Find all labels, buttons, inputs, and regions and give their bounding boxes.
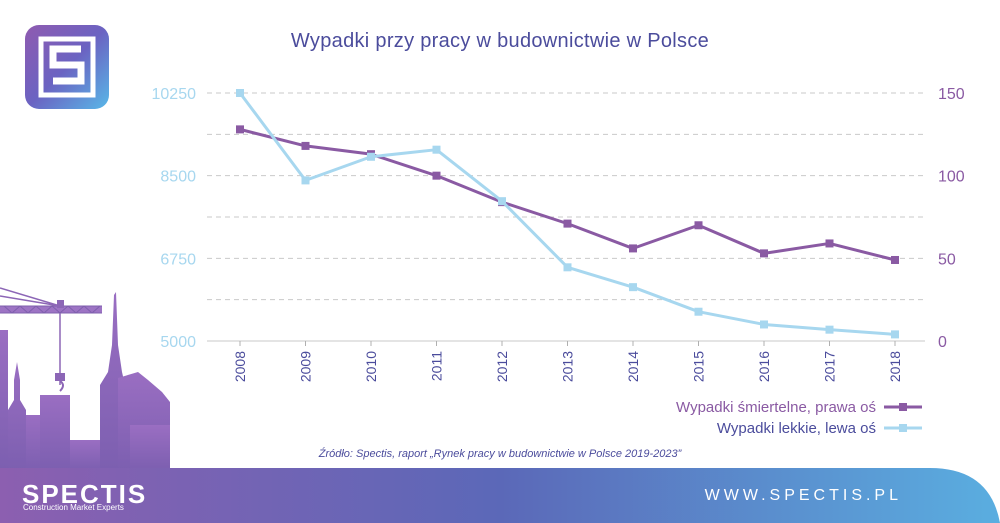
x-tick-label: 2014 xyxy=(625,351,641,382)
data-point-series-1 xyxy=(891,330,899,339)
data-point-series-0 xyxy=(891,255,899,264)
x-tick-label: 2011 xyxy=(429,351,445,381)
x-axis: 2008 2009 2010 2011 2012 2013 2014 2015 2016 2017… xyxy=(232,341,903,382)
x-tick-label: 2015 xyxy=(691,351,707,382)
data-point-series-1 xyxy=(629,283,637,292)
series-line-1 xyxy=(238,92,896,336)
chart-title: Wypadki przy pracy w budownictwie w Pols… xyxy=(290,30,710,52)
city-skyline-illustration xyxy=(0,287,170,470)
x-tick-label: 2012 xyxy=(494,351,510,382)
website-link[interactable]: WWW.SPECTIS.PL xyxy=(704,487,902,504)
series-lines xyxy=(236,89,899,339)
data-point-series-1 xyxy=(236,89,244,97)
data-point-series-1 xyxy=(825,325,834,334)
spectis-logo-icon xyxy=(38,36,96,98)
right-tick-label: 100 xyxy=(938,169,965,186)
x-tick-label: 2008 xyxy=(232,351,248,382)
x-tick-label: 2009 xyxy=(298,351,314,382)
spectis-logo xyxy=(25,25,109,109)
data-point-series-0 xyxy=(563,219,572,228)
x-tick-label: 2010 xyxy=(363,351,379,382)
data-point-series-1 xyxy=(498,197,506,206)
data-point-series-0 xyxy=(236,125,244,134)
left-tick-label: 6750 xyxy=(160,251,196,268)
left-tick-label: 10250 xyxy=(152,86,197,103)
grid-lines xyxy=(207,92,925,342)
legend-item-fatal: Wypadki śmiertelne, prawa oś xyxy=(676,398,922,416)
legend-swatch-fatal xyxy=(884,403,922,411)
brand-name: SPECTIS xyxy=(22,479,148,509)
legend-swatch-light xyxy=(884,424,922,432)
data-point-series-1 xyxy=(432,145,441,154)
x-tick-label: 2013 xyxy=(560,351,576,382)
right-tick-label: 0 xyxy=(938,334,947,351)
x-tick-label: 2016 xyxy=(756,351,772,382)
footer-band xyxy=(0,468,1000,523)
right-tick-label: 150 xyxy=(938,86,965,103)
data-point-series-0 xyxy=(825,239,834,248)
right-tick-label: 50 xyxy=(938,251,956,268)
data-point-series-0 xyxy=(760,249,768,258)
data-point-series-0 xyxy=(301,141,310,150)
x-tick-label: 2017 xyxy=(822,351,838,382)
data-point-series-1 xyxy=(563,263,572,272)
data-point-series-1 xyxy=(367,152,375,161)
brand-tagline: Construction Market Experts xyxy=(23,503,124,512)
data-point-series-0 xyxy=(629,244,637,253)
data-point-series-0 xyxy=(432,171,441,180)
data-point-series-1 xyxy=(760,320,768,329)
source-note: Źródło: Spectis, raport „Rynek pracy w b… xyxy=(318,448,682,460)
legend-label-fatal: Wypadki śmiertelne, prawa oś xyxy=(676,398,876,416)
left-axis: 10250 8500 6750 5000 xyxy=(152,86,197,351)
right-axis: 150 100 50 0 xyxy=(938,86,965,351)
data-point-series-0 xyxy=(694,221,703,230)
left-tick-label: 8500 xyxy=(160,169,196,186)
series-line-0 xyxy=(239,127,896,262)
x-tick-label: 2018 xyxy=(887,351,903,382)
left-tick-label: 5000 xyxy=(160,334,196,351)
data-point-series-1 xyxy=(301,176,310,185)
legend-item-light: Wypadki lekkie, lewa oś xyxy=(717,419,922,437)
legend-label-light: Wypadki lekkie, lewa oś xyxy=(716,419,876,437)
data-point-series-1 xyxy=(694,307,703,316)
